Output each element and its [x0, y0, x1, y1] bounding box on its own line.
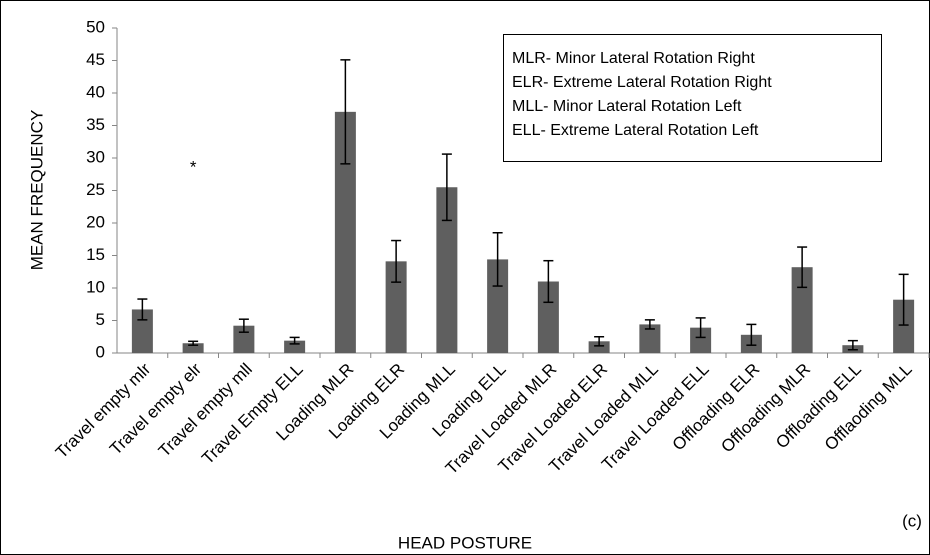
- error-bar: [441, 153, 452, 222]
- bar: [131, 309, 153, 353]
- bar: [588, 341, 610, 353]
- bar: [791, 267, 813, 353]
- error-bar: [391, 239, 402, 283]
- error-bar: [898, 273, 909, 326]
- y-tick-label: 25: [86, 180, 105, 199]
- error-bar: [746, 323, 757, 346]
- y-axis-label: MEAN FREQUENCY: [27, 110, 46, 271]
- error-bar: [289, 336, 300, 345]
- error-bar: [594, 336, 605, 347]
- panel-label: (c): [902, 511, 922, 530]
- bar: [537, 281, 559, 353]
- error-bar: [188, 340, 199, 346]
- y-tick-label: 35: [86, 115, 105, 134]
- error-bar: [695, 317, 706, 339]
- bar: [233, 325, 255, 353]
- error-bar: [492, 232, 503, 287]
- bar: [436, 187, 458, 353]
- error-bar: [543, 259, 554, 304]
- error-bar: [644, 319, 655, 330]
- bar: [182, 343, 204, 353]
- bar: [385, 261, 407, 353]
- y-tick-label: 40: [86, 82, 105, 101]
- y-tick-label: 5: [96, 310, 105, 329]
- y-tick-label: 50: [86, 17, 105, 36]
- error-bar: [797, 246, 808, 289]
- bar: [639, 324, 661, 353]
- legend-note: ELR- Extreme Lateral Rotation Right: [512, 74, 772, 91]
- y-tick-label: 20: [86, 212, 105, 231]
- bar: [487, 259, 509, 353]
- y-tick-label: 15: [86, 245, 105, 264]
- legend-note: MLL- Minor Lateral Rotation Left: [512, 98, 742, 115]
- error-bar: [340, 59, 351, 165]
- bar: [690, 327, 712, 353]
- y-tick-label: 30: [86, 147, 105, 166]
- bar: [284, 340, 306, 353]
- legend-box: [503, 34, 882, 162]
- legend-note: MLR- Minor Lateral Rotation Right: [512, 50, 755, 67]
- y-tick-label: 10: [86, 277, 105, 296]
- bar: [334, 111, 356, 353]
- bar: [893, 299, 915, 353]
- error-bar: [137, 298, 148, 321]
- legend-note: ELL- Extreme Lateral Rotation Left: [512, 122, 759, 139]
- error-bar: [847, 339, 858, 351]
- x-axis-label: HEAD POSTURE: [398, 533, 532, 552]
- error-bar: [238, 318, 249, 333]
- annotation: *: [190, 157, 197, 176]
- y-tick-label: 45: [86, 50, 105, 69]
- y-tick-label: 0: [96, 342, 105, 361]
